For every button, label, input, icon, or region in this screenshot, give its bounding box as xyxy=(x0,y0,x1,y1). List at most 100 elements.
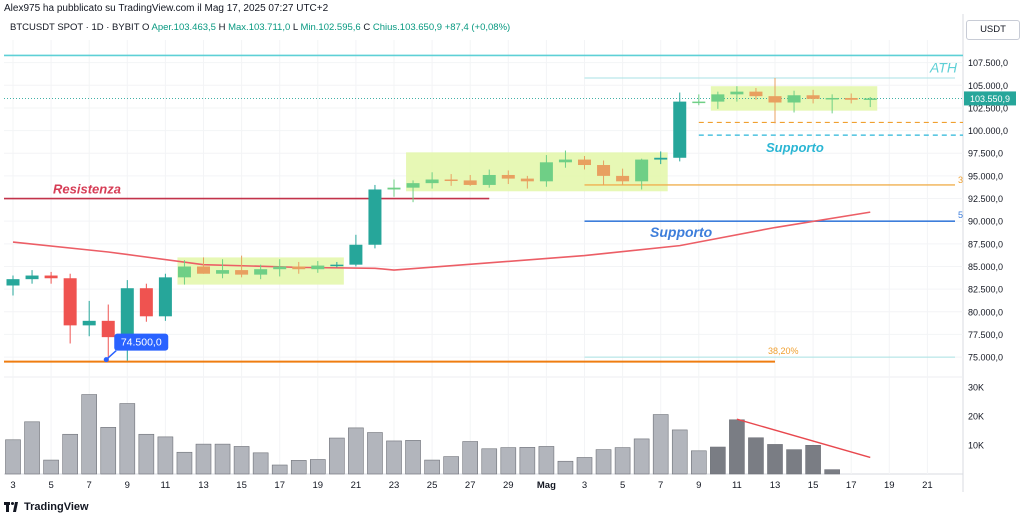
callout-label: 74.500,0 xyxy=(121,337,162,349)
candle-body xyxy=(673,101,687,158)
candle-body xyxy=(844,97,858,100)
time-tick-label: 5 xyxy=(620,480,625,491)
volume-bar xyxy=(195,443,212,475)
volume-bar xyxy=(595,449,612,475)
time-tick-label: 25 xyxy=(427,480,438,491)
volume-bar xyxy=(671,429,688,475)
publisher-line: Alex975 ha pubblicato su TradingView.com… xyxy=(4,3,329,14)
volume-bar xyxy=(824,469,840,475)
candle-body xyxy=(654,157,668,160)
candle-body xyxy=(216,270,230,274)
volume-bar xyxy=(710,446,726,475)
price-tick-label: 95.000,0 xyxy=(968,171,1003,181)
volume-bar xyxy=(24,421,40,475)
price-tick-label: 97.500,0 xyxy=(968,149,1003,159)
volume-bar xyxy=(690,450,707,475)
volume-bar xyxy=(748,437,764,475)
brand-name: TradingView xyxy=(24,501,89,513)
candle-body xyxy=(292,266,306,270)
volume-bar xyxy=(805,444,821,475)
time-tick-label: 27 xyxy=(465,480,476,491)
change-value: +87,4 (+0,08%) xyxy=(444,22,511,33)
price-tick-label: 87.500,0 xyxy=(968,239,1003,249)
fib-low-label: 38,20% xyxy=(768,346,799,356)
candle-body xyxy=(349,244,363,265)
candle-body xyxy=(273,266,287,270)
time-tick-label: 13 xyxy=(770,480,781,491)
time-tick-label: 17 xyxy=(274,480,285,491)
volume-bar xyxy=(786,449,802,475)
time-tick-label: 13 xyxy=(198,480,209,491)
volume-bar xyxy=(424,459,440,475)
candle-body xyxy=(387,187,401,190)
support-lower-label: Supporto xyxy=(650,224,713,240)
volume-bar xyxy=(481,448,498,475)
support-upper-label: Supporto xyxy=(766,140,824,155)
volume-bar xyxy=(576,457,593,475)
volume-bar xyxy=(5,439,21,475)
close-value: Chius.103.650,9 xyxy=(372,22,443,33)
support-side-label: 5 xyxy=(958,210,963,220)
price-tick-label: 100.000,0 xyxy=(968,126,1008,136)
volume-bar xyxy=(290,460,307,475)
time-tick-label: 5 xyxy=(48,480,53,491)
time-tick-label: 21 xyxy=(922,480,933,491)
candle-body xyxy=(825,97,839,100)
volume-bar xyxy=(443,456,459,475)
last-price-tag xyxy=(964,91,1016,106)
volume-bar xyxy=(405,440,421,475)
volume-bar xyxy=(233,446,250,475)
volume-bar xyxy=(119,403,136,475)
currency-selector[interactable]: USDT xyxy=(966,20,1020,40)
candle-body xyxy=(597,165,611,176)
volume-bar xyxy=(157,436,174,475)
open-label: O xyxy=(141,22,150,33)
time-tick-label: 11 xyxy=(160,480,170,491)
time-tick-label: 9 xyxy=(125,480,130,491)
volume-bar xyxy=(767,444,783,475)
callout-box xyxy=(114,333,169,351)
high-value: Max.103.711,0 xyxy=(228,22,291,33)
candle-body xyxy=(44,275,58,279)
candle-body xyxy=(235,270,249,275)
time-tick-label: 3 xyxy=(582,480,587,491)
open-value: Aper.103.463,5 xyxy=(151,22,216,33)
candle-body xyxy=(635,159,649,182)
candle-body xyxy=(578,159,591,166)
time-tick-label: 23 xyxy=(389,480,400,491)
volume-bar xyxy=(614,447,631,475)
volume-bar xyxy=(348,427,364,475)
price-tick-label: 102.500,0 xyxy=(968,103,1008,113)
volume-bar xyxy=(367,432,383,475)
volume-tick-label: 20K xyxy=(968,412,984,422)
candle-body xyxy=(482,174,496,185)
ath-label: ATH xyxy=(929,59,958,75)
time-tick-label: 29 xyxy=(503,480,514,491)
volume-bar xyxy=(176,451,193,475)
volume-bar xyxy=(729,419,745,475)
candle-body xyxy=(806,95,820,99)
price-tick-label: 107.500,0 xyxy=(968,58,1008,68)
candle-body xyxy=(368,189,382,245)
time-tick-label: 15 xyxy=(236,480,247,491)
candle-body xyxy=(711,94,725,102)
volume-bar xyxy=(81,394,97,475)
candle-body xyxy=(768,96,782,103)
volume-tick-label: 30K xyxy=(968,383,984,393)
candle-body xyxy=(692,101,706,104)
volume-bar xyxy=(633,438,650,475)
symbol-name[interactable]: BTCUSDT SPOT · 1D · BYBIT xyxy=(10,22,140,33)
time-tick-label: 19 xyxy=(884,480,895,491)
low-label: L xyxy=(292,22,298,33)
price-tick-label: 85.000,0 xyxy=(968,262,1003,272)
candle-body xyxy=(6,279,20,286)
tradingview-logo-icon xyxy=(4,502,20,512)
volume-bar xyxy=(538,446,555,475)
close-label: C xyxy=(363,22,371,33)
volume-bar xyxy=(386,440,402,475)
time-tick-label: 17 xyxy=(846,480,857,491)
volume-bar xyxy=(100,427,117,475)
candle-body xyxy=(616,175,630,182)
volume-bar xyxy=(309,459,326,475)
